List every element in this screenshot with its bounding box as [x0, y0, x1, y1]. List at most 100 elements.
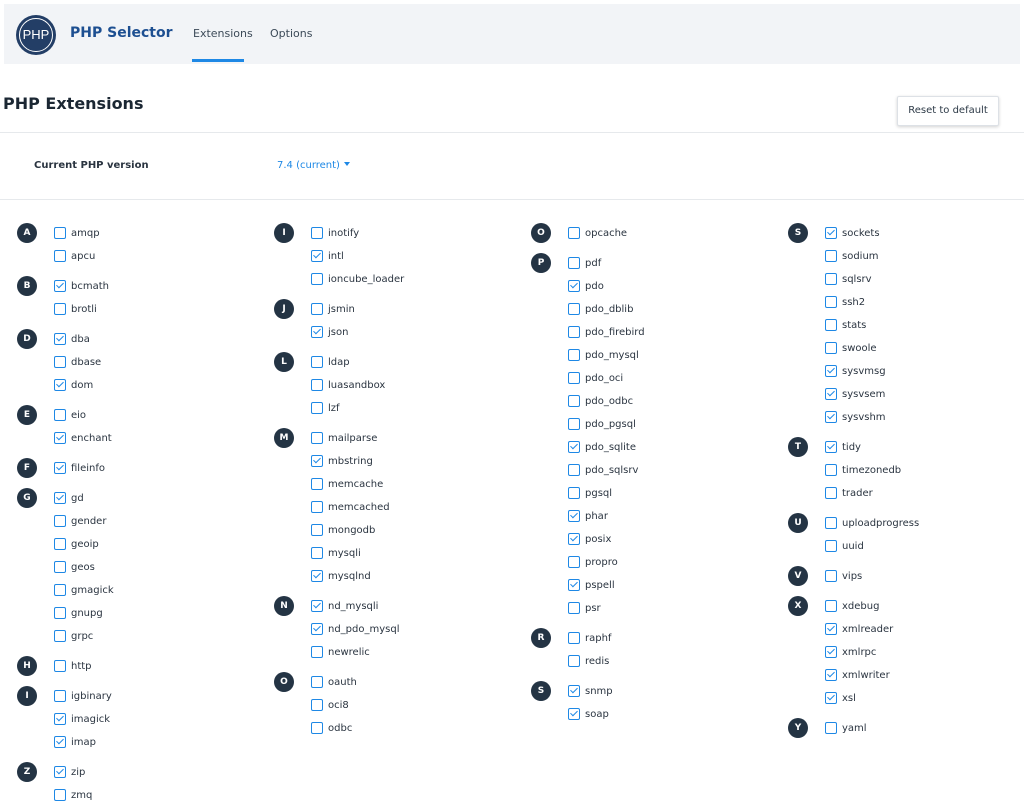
extension-pdo_mysql[interactable]: pdo_mysql	[568, 348, 639, 362]
checkbox-pdo_sqlite[interactable]	[568, 441, 580, 453]
checkbox-opcache[interactable]	[568, 227, 580, 239]
extension-zmq[interactable]: zmq	[54, 788, 92, 802]
extension-luasandbox[interactable]: luasandbox	[311, 378, 385, 392]
extension-apcu[interactable]: apcu	[54, 249, 95, 263]
extension-timezonedb[interactable]: timezonedb	[825, 463, 901, 477]
checkbox-oauth[interactable]	[311, 676, 323, 688]
extension-xsl[interactable]: xsl	[825, 691, 856, 705]
extension-geoip[interactable]: geoip	[54, 537, 99, 551]
extension-enchant[interactable]: enchant	[54, 431, 112, 445]
extension-sockets[interactable]: sockets	[825, 226, 880, 240]
checkbox-memcache[interactable]	[311, 478, 323, 490]
checkbox-pdo_pgsql[interactable]	[568, 418, 580, 430]
checkbox-amqp[interactable]	[54, 227, 66, 239]
checkbox-luasandbox[interactable]	[311, 379, 323, 391]
checkbox-geoip[interactable]	[54, 538, 66, 550]
extension-snmp[interactable]: snmp	[568, 684, 613, 698]
extension-posix[interactable]: posix	[568, 532, 611, 546]
checkbox-dba[interactable]	[54, 333, 66, 345]
checkbox-igbinary[interactable]	[54, 690, 66, 702]
checkbox-oci8[interactable]	[311, 699, 323, 711]
checkbox-gd[interactable]	[54, 492, 66, 504]
extension-xmlreader[interactable]: xmlreader	[825, 622, 893, 636]
extension-brotli[interactable]: brotli	[54, 302, 97, 316]
checkbox-apcu[interactable]	[54, 250, 66, 262]
extension-xmlrpc[interactable]: xmlrpc	[825, 645, 876, 659]
checkbox-sysvshm[interactable]	[825, 411, 837, 423]
checkbox-mbstring[interactable]	[311, 455, 323, 467]
checkbox-trader[interactable]	[825, 487, 837, 499]
extension-redis[interactable]: redis	[568, 654, 609, 668]
extension-mysqli[interactable]: mysqli	[311, 546, 361, 560]
extension-igbinary[interactable]: igbinary	[54, 689, 112, 703]
checkbox-timezonedb[interactable]	[825, 464, 837, 476]
extension-ssh2[interactable]: ssh2	[825, 295, 865, 309]
extension-nd_pdo_mysql[interactable]: nd_pdo_mysql	[311, 622, 400, 636]
checkbox-memcached[interactable]	[311, 501, 323, 513]
extension-pdo_sqlite[interactable]: pdo_sqlite	[568, 440, 636, 454]
extension-pdo_firebird[interactable]: pdo_firebird	[568, 325, 645, 339]
extension-dbase[interactable]: dbase	[54, 355, 101, 369]
extension-mongodb[interactable]: mongodb	[311, 523, 375, 537]
checkbox-gmagick[interactable]	[54, 584, 66, 596]
tab-options[interactable]: Options	[270, 27, 313, 40]
extension-inotify[interactable]: inotify	[311, 226, 359, 240]
extension-sysvmsg[interactable]: sysvmsg	[825, 364, 886, 378]
checkbox-intl[interactable]	[311, 250, 323, 262]
checkbox-lzf[interactable]	[311, 402, 323, 414]
checkbox-xdebug[interactable]	[825, 600, 837, 612]
checkbox-xmlwriter[interactable]	[825, 669, 837, 681]
checkbox-yaml[interactable]	[825, 722, 837, 734]
checkbox-vips[interactable]	[825, 570, 837, 582]
checkbox-enchant[interactable]	[54, 432, 66, 444]
extension-gmagick[interactable]: gmagick	[54, 583, 114, 597]
extension-propro[interactable]: propro	[568, 555, 618, 569]
extension-ldap[interactable]: ldap	[311, 355, 350, 369]
extension-sysvshm[interactable]: sysvshm	[825, 410, 886, 424]
checkbox-uploadprogress[interactable]	[825, 517, 837, 529]
extension-ioncube_loader[interactable]: ioncube_loader	[311, 272, 404, 286]
extension-pspell[interactable]: pspell	[568, 578, 615, 592]
checkbox-geos[interactable]	[54, 561, 66, 573]
extension-intl[interactable]: intl	[311, 249, 344, 263]
checkbox-jsmin[interactable]	[311, 303, 323, 315]
checkbox-gender[interactable]	[54, 515, 66, 527]
extension-grpc[interactable]: grpc	[54, 629, 93, 643]
extension-yaml[interactable]: yaml	[825, 721, 867, 735]
checkbox-zip[interactable]	[54, 766, 66, 778]
extension-gnupg[interactable]: gnupg	[54, 606, 103, 620]
extension-pdo_sqlsrv[interactable]: pdo_sqlsrv	[568, 463, 638, 477]
extension-pdo_odbc[interactable]: pdo_odbc	[568, 394, 633, 408]
extension-fileinfo[interactable]: fileinfo	[54, 461, 105, 475]
checkbox-pgsql[interactable]	[568, 487, 580, 499]
checkbox-raphf[interactable]	[568, 632, 580, 644]
extension-sysvsem[interactable]: sysvsem	[825, 387, 885, 401]
checkbox-sysvsem[interactable]	[825, 388, 837, 400]
extension-oauth[interactable]: oauth	[311, 675, 357, 689]
extension-vips[interactable]: vips	[825, 569, 862, 583]
reset-to-default-button[interactable]: Reset to default	[897, 96, 999, 126]
checkbox-nd_mysqli[interactable]	[311, 600, 323, 612]
extension-dba[interactable]: dba	[54, 332, 90, 346]
extension-phar[interactable]: phar	[568, 509, 608, 523]
checkbox-dbase[interactable]	[54, 356, 66, 368]
extension-bcmath[interactable]: bcmath	[54, 279, 109, 293]
checkbox-pdf[interactable]	[568, 257, 580, 269]
php-version-select[interactable]: 7.4 (current)	[277, 160, 350, 171]
checkbox-sockets[interactable]	[825, 227, 837, 239]
extension-imagick[interactable]: imagick	[54, 712, 110, 726]
checkbox-pdo_oci[interactable]	[568, 372, 580, 384]
checkbox-swoole[interactable]	[825, 342, 837, 354]
extension-soap[interactable]: soap	[568, 707, 609, 721]
extension-pdo[interactable]: pdo	[568, 279, 604, 293]
checkbox-pdo_sqlsrv[interactable]	[568, 464, 580, 476]
checkbox-redis[interactable]	[568, 655, 580, 667]
extension-amqp[interactable]: amqp	[54, 226, 100, 240]
extension-trader[interactable]: trader	[825, 486, 873, 500]
extension-json[interactable]: json	[311, 325, 348, 339]
extension-geos[interactable]: geos	[54, 560, 95, 574]
extension-gender[interactable]: gender	[54, 514, 106, 528]
checkbox-pdo_dblib[interactable]	[568, 303, 580, 315]
checkbox-pspell[interactable]	[568, 579, 580, 591]
checkbox-xmlreader[interactable]	[825, 623, 837, 635]
